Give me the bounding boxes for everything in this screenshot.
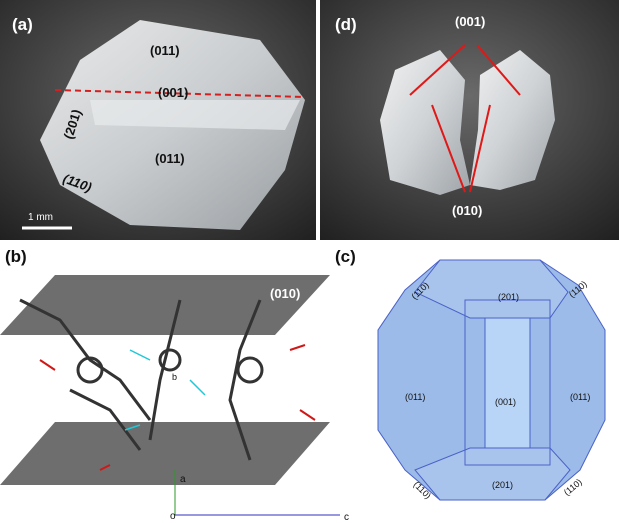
photo-bg bbox=[320, 0, 619, 240]
molecules bbox=[19, 298, 264, 461]
axis-label: b bbox=[172, 372, 177, 382]
axis-label: c bbox=[344, 512, 349, 523]
arrows bbox=[409, 44, 521, 193]
facet bbox=[484, 317, 531, 449]
crystal bbox=[380, 50, 470, 195]
crystal bbox=[470, 50, 555, 190]
facet bbox=[464, 299, 551, 466]
facet-label: (001) bbox=[495, 397, 516, 407]
oxygen-bonds bbox=[39, 344, 316, 471]
panel-label: (b) bbox=[5, 247, 27, 266]
facet-label: (001) bbox=[455, 14, 485, 29]
facet-label: (010) bbox=[452, 203, 482, 218]
axis-label: o bbox=[170, 511, 176, 522]
panel-b: (b) (010) a b c o bbox=[0, 247, 349, 523]
panel-a: (a) (011) (001) (201) (011) (110) 1 mm bbox=[0, 0, 316, 240]
facet-label: (201) bbox=[498, 292, 519, 302]
facet bbox=[90, 100, 300, 130]
dashed-line bbox=[54, 89, 306, 98]
panel-label: (d) bbox=[335, 15, 357, 34]
facet-label: (201) bbox=[492, 480, 513, 490]
facet-label: (011) bbox=[405, 392, 425, 402]
plane bbox=[0, 422, 330, 485]
panel-d: (d) (001) (010) bbox=[320, 0, 619, 240]
axis-label: a bbox=[180, 474, 186, 485]
panel-label: (a) bbox=[12, 15, 33, 34]
panel-label: (c) bbox=[335, 247, 356, 266]
facet-label: (011) bbox=[570, 392, 590, 402]
facet-label: (011) bbox=[150, 43, 180, 58]
h-bonds bbox=[124, 349, 206, 431]
facet-label: (001) bbox=[158, 85, 188, 100]
facet-label: (011) bbox=[155, 151, 185, 166]
plane-label: (010) bbox=[270, 286, 300, 301]
panel-c: (c) (110) (201) (110) (011) (001) (011) … bbox=[335, 247, 606, 501]
scale-label: 1 mm bbox=[28, 212, 53, 223]
plane bbox=[0, 275, 330, 335]
